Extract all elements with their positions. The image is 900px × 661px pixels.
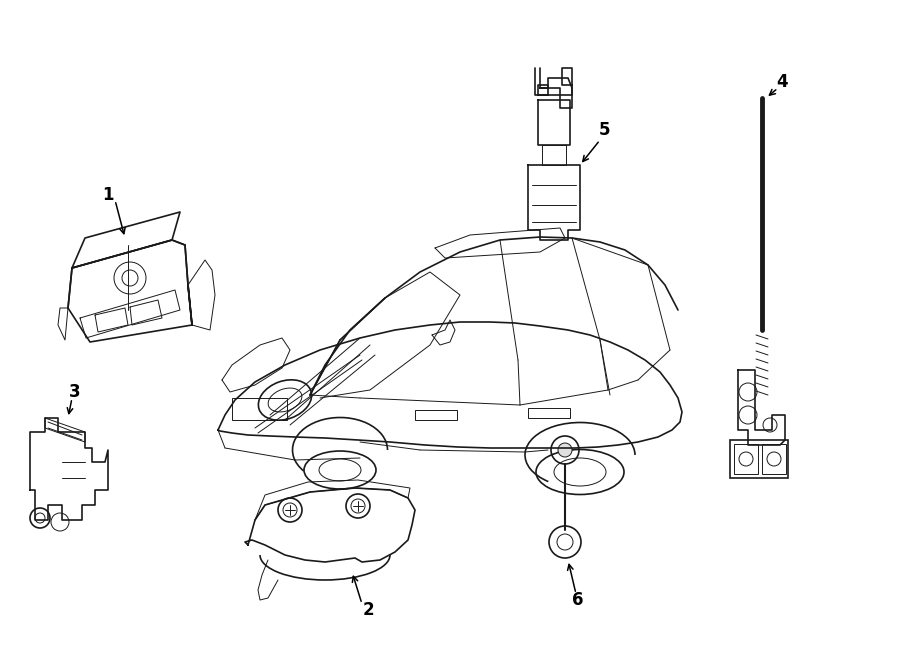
Text: 1: 1 — [103, 186, 113, 204]
Text: 2: 2 — [362, 601, 374, 619]
Bar — [528, 408, 570, 418]
Bar — [730, 440, 788, 478]
Text: 4: 4 — [776, 73, 788, 91]
Text: 3: 3 — [69, 383, 81, 401]
Bar — [232, 398, 287, 420]
Bar — [734, 444, 758, 474]
Bar — [762, 444, 786, 474]
Bar — [415, 410, 457, 420]
Text: 5: 5 — [599, 121, 611, 139]
Text: 6: 6 — [572, 591, 584, 609]
Circle shape — [558, 443, 572, 457]
